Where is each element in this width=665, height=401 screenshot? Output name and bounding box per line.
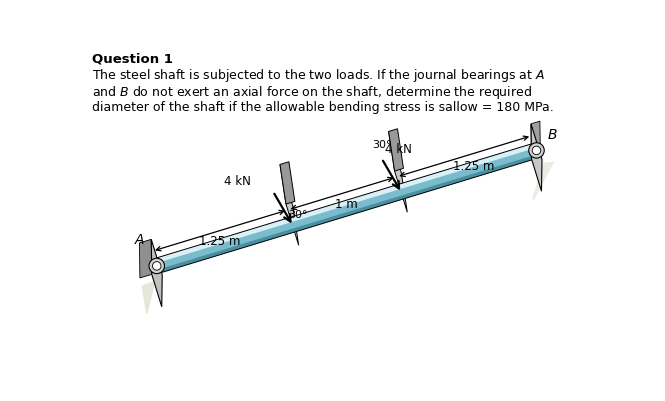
Polygon shape: [158, 155, 539, 273]
Polygon shape: [154, 144, 539, 273]
Text: and $B$ do not exert an axial force on the shaft, determine the required: and $B$ do not exert an axial force on t…: [92, 84, 533, 101]
Text: 1.25 m: 1.25 m: [453, 160, 494, 173]
Text: 4 kN: 4 kN: [386, 143, 412, 156]
Polygon shape: [280, 165, 299, 246]
Text: 30°: 30°: [289, 209, 308, 219]
Text: 4 kN: 4 kN: [224, 175, 251, 188]
Polygon shape: [388, 132, 407, 213]
Text: The steel shaft is subjected to the two loads. If the journal bearings at $A$: The steel shaft is subjected to the two …: [92, 67, 545, 83]
Polygon shape: [388, 130, 404, 172]
Polygon shape: [154, 144, 536, 264]
Polygon shape: [532, 162, 555, 201]
Polygon shape: [142, 281, 156, 315]
Circle shape: [529, 144, 544, 159]
Text: 1.25 m: 1.25 m: [200, 234, 241, 247]
Text: diameter of the shaft if the allowable bending stress is sallow = 180 MPa.: diameter of the shaft if the allowable b…: [92, 101, 554, 114]
Polygon shape: [280, 162, 295, 205]
Text: 30°: 30°: [372, 140, 392, 150]
Polygon shape: [531, 125, 542, 192]
Polygon shape: [531, 122, 541, 160]
Text: $B$: $B$: [547, 128, 558, 142]
Text: $A$: $A$: [134, 232, 145, 246]
Text: 1 m: 1 m: [334, 197, 357, 210]
Circle shape: [152, 262, 161, 271]
Circle shape: [532, 147, 541, 155]
Circle shape: [149, 259, 164, 274]
Polygon shape: [151, 240, 162, 307]
Text: Question 1: Question 1: [92, 52, 174, 65]
Polygon shape: [140, 240, 152, 278]
